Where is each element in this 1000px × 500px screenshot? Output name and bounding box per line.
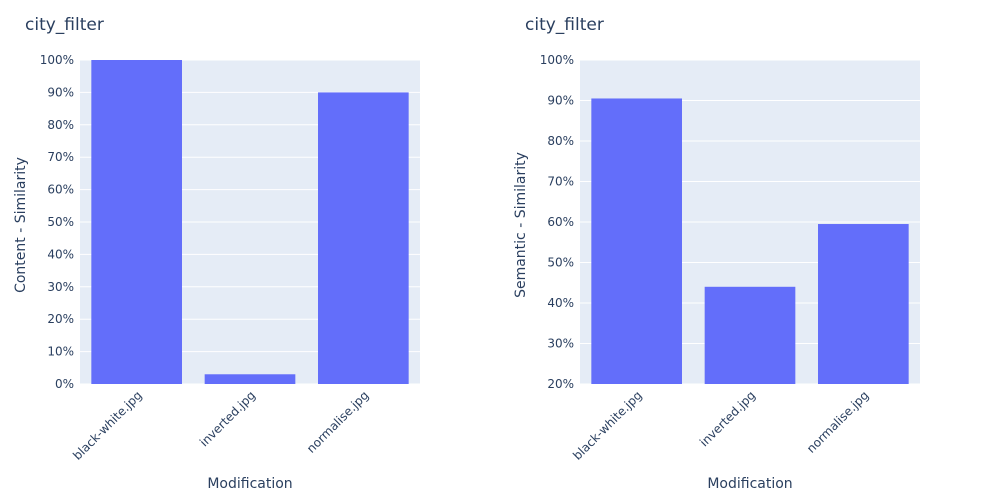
chart-title: city_filter [525, 15, 604, 35]
y-tick-label: 50% [547, 256, 574, 270]
y-tick-label: 90% [47, 85, 74, 99]
y-tick-label: 70% [547, 175, 574, 189]
y-tick-label: 80% [547, 134, 574, 148]
content-similarity-chart: city_filter 0% 10% 20% 30% 40% 50% 60% 70% 80% 90… [13, 15, 420, 492]
x-tick-label: normalise.jpg [804, 388, 871, 455]
y-tick-label: 100% [40, 53, 74, 67]
y-axis-title: Content - Similarity [13, 157, 29, 293]
bar [318, 92, 409, 385]
x-axis-title: Modification [707, 476, 792, 492]
chart-title: city_filter [25, 15, 104, 35]
bar [818, 224, 909, 384]
y-tick-label: 40% [47, 247, 74, 261]
y-tick-label: 0% [55, 377, 74, 391]
x-tick-label: normalise.jpg [304, 388, 371, 455]
bar [704, 286, 796, 384]
y-tick-label: 50% [47, 215, 74, 229]
x-tick-label: inverted.jpg [197, 388, 258, 449]
x-axis-title: Modification [207, 476, 292, 492]
y-tick-label: 10% [47, 345, 74, 359]
x-tick-labels: black-white.jpg inverted.jpg normalise.jpg [70, 388, 371, 463]
y-tick-label: 60% [47, 183, 74, 197]
semantic-similarity-chart: city_filter 20% 30% 40% 50% 60% 70% 80% 90% 100%… [513, 15, 920, 492]
bar-group [91, 60, 409, 385]
y-tick-label: 90% [547, 94, 574, 108]
y-tick-label: 30% [547, 337, 574, 351]
x-tick-label: black-white.jpg [70, 388, 145, 463]
x-tick-label: black-white.jpg [570, 388, 645, 463]
y-axis-title: Semantic - Similarity [513, 152, 529, 298]
y-tick-label: 100% [540, 53, 574, 67]
y-tick-label: 70% [47, 150, 74, 164]
y-tick-label: 60% [547, 215, 574, 229]
x-tick-label: inverted.jpg [697, 388, 758, 449]
y-tick-labels: 20% 30% 40% 50% 60% 70% 80% 90% 100% [540, 53, 574, 391]
y-tick-label: 20% [47, 312, 74, 326]
bar-group [591, 98, 909, 384]
x-tick-labels: black-white.jpg inverted.jpg normalise.jpg [570, 388, 871, 463]
y-tick-label: 30% [47, 280, 74, 294]
y-tick-label: 20% [547, 377, 574, 391]
y-tick-label: 40% [547, 296, 574, 310]
bar [91, 60, 182, 384]
bar [591, 98, 682, 384]
bar [204, 374, 296, 384]
y-tick-label: 80% [47, 118, 74, 132]
y-tick-labels: 0% 10% 20% 30% 40% 50% 60% 70% 80% 90% 100% [40, 53, 74, 391]
